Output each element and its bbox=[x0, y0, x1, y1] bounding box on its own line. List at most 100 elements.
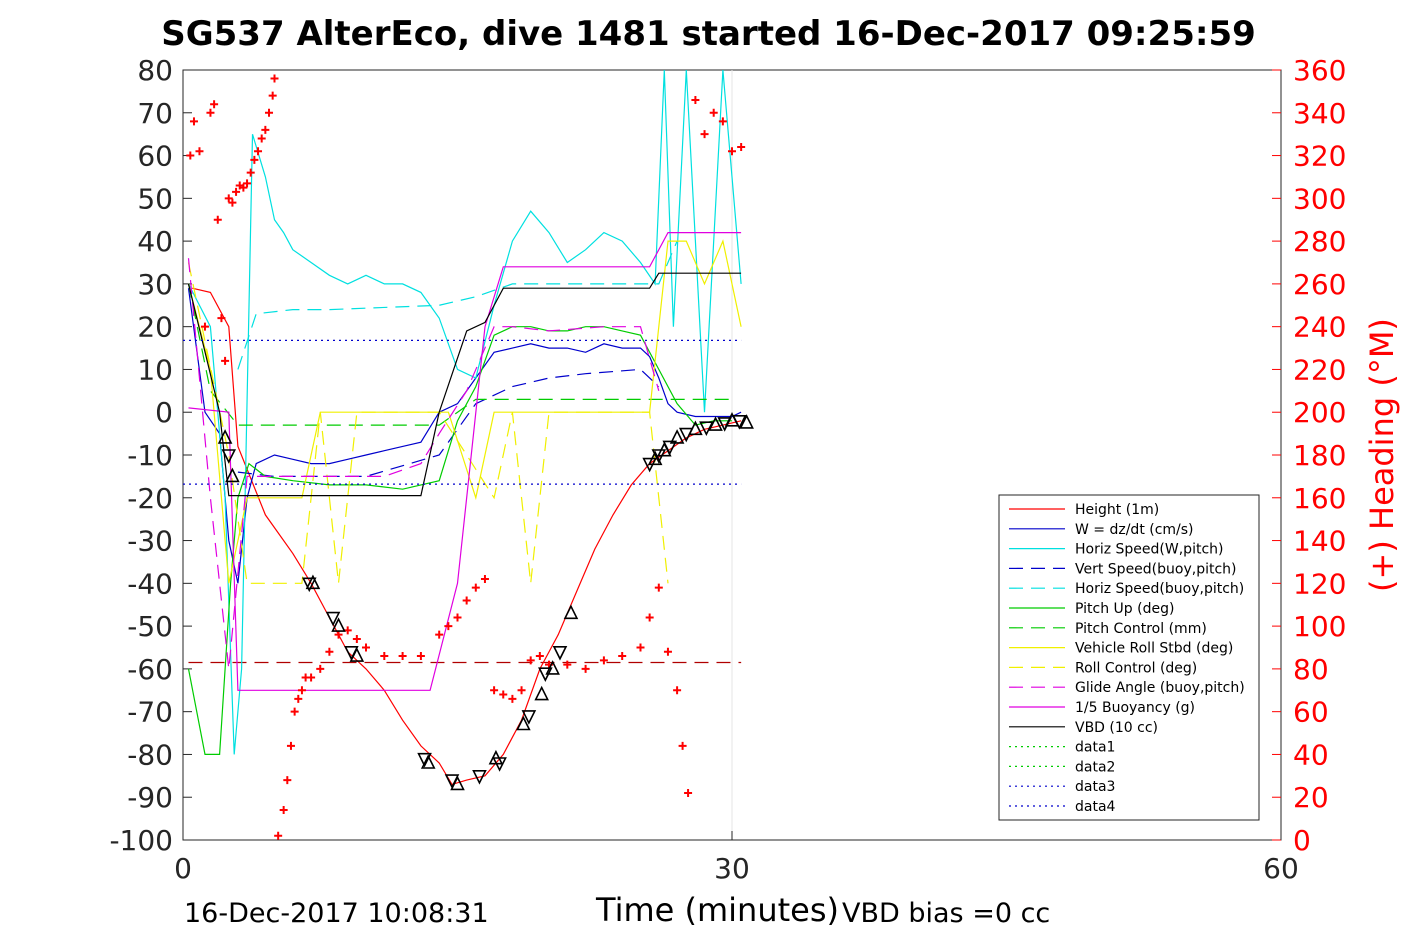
heading-point bbox=[294, 694, 303, 703]
legend-entry: Pitch Up (deg) bbox=[1075, 601, 1174, 617]
heading-point bbox=[709, 108, 718, 117]
depth-marker bbox=[349, 647, 365, 662]
y-right-tick-label: 180 bbox=[1293, 439, 1346, 472]
depth-marker bbox=[739, 414, 754, 429]
heading-point bbox=[239, 183, 248, 192]
heading-point bbox=[268, 91, 277, 100]
heading-point bbox=[499, 690, 508, 699]
depth-marker bbox=[699, 421, 714, 436]
heading-point bbox=[535, 652, 544, 661]
depth-marker bbox=[472, 770, 487, 785]
depth-marker bbox=[217, 429, 233, 444]
y-tick-label: 40 bbox=[137, 225, 173, 258]
heading-point bbox=[663, 647, 672, 656]
y-right-tick-label: 260 bbox=[1293, 268, 1346, 301]
heading-point bbox=[254, 147, 263, 156]
depth-marker bbox=[417, 752, 432, 768]
heading-point bbox=[490, 686, 499, 695]
y-right-tick-label: 100 bbox=[1293, 610, 1346, 643]
heading-point bbox=[270, 74, 279, 83]
heading-point bbox=[224, 194, 233, 203]
heading-point bbox=[563, 660, 572, 669]
heading-point bbox=[480, 575, 489, 584]
heading-point bbox=[526, 656, 535, 665]
heading-point bbox=[462, 596, 471, 605]
depth-marker bbox=[301, 577, 317, 593]
depth-marker bbox=[516, 715, 531, 731]
heading-point bbox=[718, 117, 727, 126]
depth-marker bbox=[563, 604, 579, 620]
series-line-vert-speed-buoy-pitch bbox=[237, 368, 660, 477]
heading-point bbox=[213, 215, 222, 224]
y-tick-label: -70 bbox=[127, 696, 173, 729]
legend-entry: data4 bbox=[1075, 799, 1116, 815]
heading-point bbox=[274, 831, 283, 840]
heading-point bbox=[210, 100, 219, 109]
y-right-tick-label: 120 bbox=[1293, 567, 1346, 600]
heading-point bbox=[290, 707, 299, 716]
y-right-tick-label: 60 bbox=[1293, 696, 1329, 729]
heading-point bbox=[316, 664, 325, 673]
legend-entry: data2 bbox=[1075, 759, 1115, 775]
heading-point bbox=[228, 198, 237, 207]
y-right-tick-label: 40 bbox=[1293, 738, 1329, 771]
y-right-tick-label: 200 bbox=[1293, 396, 1346, 429]
y-tick-label: 70 bbox=[137, 97, 173, 130]
chart-title: SG537 AlterEco, dive 1481 started 16-Dec… bbox=[161, 14, 1256, 54]
y-tick-label: -10 bbox=[127, 439, 173, 472]
heading-point bbox=[246, 168, 255, 177]
depth-marker bbox=[305, 574, 321, 590]
heading-point bbox=[265, 108, 274, 117]
heading-point bbox=[398, 652, 407, 661]
y-right-tick-label: 140 bbox=[1293, 525, 1346, 558]
legend-entry: data1 bbox=[1075, 740, 1115, 756]
heading-point bbox=[217, 314, 226, 323]
heading-point bbox=[286, 741, 295, 750]
depth-marker bbox=[225, 467, 240, 483]
heading-point bbox=[325, 647, 334, 656]
depth-marker bbox=[492, 757, 507, 772]
y-tick-label: -30 bbox=[127, 525, 173, 558]
series-line-roll-control-deg bbox=[187, 262, 669, 584]
y-tick-label: -100 bbox=[109, 824, 173, 857]
legend-entry: Vert Speed(buoy,pitch) bbox=[1075, 561, 1237, 577]
depth-marker bbox=[552, 645, 568, 661]
heading-point bbox=[728, 147, 736, 156]
heading-point bbox=[362, 643, 370, 652]
legend-entry: Roll Control (deg) bbox=[1075, 660, 1197, 676]
y-right-tick-label: 320 bbox=[1293, 140, 1346, 173]
legend-entry: 1/5 Buoyancy (g) bbox=[1075, 700, 1195, 716]
heading-point bbox=[297, 686, 306, 695]
y-right-tick-label: 300 bbox=[1293, 182, 1346, 215]
heading-point bbox=[307, 673, 316, 682]
y-tick-label: 10 bbox=[137, 353, 173, 386]
heading-point bbox=[678, 741, 687, 750]
heading-point bbox=[243, 179, 252, 188]
series-line-1-5-buoyancy-g bbox=[188, 232, 742, 691]
y-right-tick-label: 0 bbox=[1293, 824, 1311, 857]
y-tick-label: 60 bbox=[137, 140, 173, 173]
depth-marker bbox=[420, 754, 436, 769]
heading-point bbox=[599, 656, 608, 665]
heading-point bbox=[257, 134, 266, 143]
y-tick-label: -50 bbox=[127, 610, 173, 643]
depth-marker bbox=[325, 611, 341, 627]
heading-point bbox=[618, 652, 627, 661]
legend-entry: Glide Angle (buoy,pitch) bbox=[1075, 680, 1245, 696]
heading-point bbox=[352, 634, 361, 643]
y-right-tick-label: 160 bbox=[1293, 482, 1346, 515]
depth-marker bbox=[662, 440, 678, 456]
depth-marker bbox=[688, 420, 703, 436]
heading-point bbox=[581, 664, 590, 673]
y-right-tick-label: 340 bbox=[1293, 97, 1346, 130]
heading-point bbox=[232, 187, 241, 196]
y-tick-label: 80 bbox=[137, 54, 173, 87]
legend-entry: Vehicle Roll Stbd (deg) bbox=[1075, 641, 1233, 657]
heading-point bbox=[189, 117, 198, 126]
heading-point bbox=[380, 652, 389, 661]
series-line-horiz-speed-buoy-pitch bbox=[237, 240, 678, 370]
heading-point bbox=[453, 613, 462, 622]
depth-marker bbox=[708, 416, 723, 431]
legend-entry: Horiz Speed(buoy,pitch) bbox=[1075, 581, 1244, 597]
